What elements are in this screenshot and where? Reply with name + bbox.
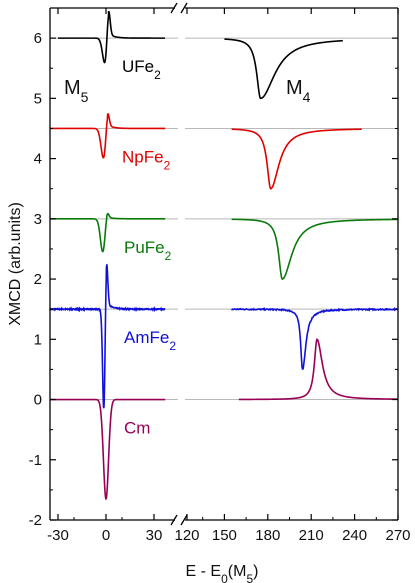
- x-tick-label: 270: [385, 527, 410, 544]
- axis-break-mark: [180, 514, 188, 526]
- labels-layer: UFe2 NpFe2 PuFe2 AmFe2 Cm -2 -1 0 1 2 3 4 5 6 -30 0 30 12…: [7, 30, 411, 583]
- x-axis-title: E - E0(M5): [186, 563, 259, 583]
- y-tick-label: 4: [34, 151, 42, 168]
- series-AmFe2-m4-line: [230, 306, 398, 370]
- series-NpFe2-m4-line: [231, 128, 362, 190]
- series-layer: [49, 10, 398, 501]
- x-tick-label: 0: [102, 527, 110, 544]
- x-tick-label: -30: [47, 527, 69, 544]
- y-axis-title: XMCD (arb.units): [7, 202, 24, 326]
- series-Cm-m5-line: [50, 398, 166, 501]
- y-tick-label: -1: [29, 452, 42, 469]
- series-UFe2-m5-line: [58, 10, 166, 64]
- series-NpFe2-m5-line: [50, 113, 166, 159]
- x-tick-label: 180: [255, 527, 280, 544]
- y-tick-label: 5: [34, 90, 42, 107]
- axis-break-mark: [170, 514, 178, 526]
- x-tick-label: 30: [146, 527, 163, 544]
- y-tick-label: -2: [29, 512, 42, 529]
- y-tick-label: 3: [34, 211, 42, 228]
- series-label-NpFe2: NpFe2: [122, 147, 171, 172]
- series-label-UFe2: UFe2: [122, 57, 161, 82]
- edge-label-M5: M5: [64, 77, 89, 105]
- y-tick-label: 1: [34, 331, 42, 348]
- x-tick-label: 240: [342, 527, 367, 544]
- y-tick-label: 2: [34, 271, 42, 288]
- series-Cm-m4-line: [238, 338, 398, 401]
- y-tick-label: 6: [34, 30, 42, 47]
- x-tick-label: 150: [212, 527, 237, 544]
- series-AmFe2-m5-line: [49, 263, 166, 409]
- axis-break-mark: [180, 2, 188, 14]
- series-UFe2-m4-line: [224, 38, 343, 100]
- series-label-Cm: Cm: [124, 419, 150, 438]
- x-tick-label: 210: [299, 527, 324, 544]
- axis-break-mark: [170, 2, 178, 14]
- series-PuFe2-m4-line: [231, 218, 398, 280]
- axes-layer: [49, 2, 399, 526]
- x-tick-label: 120: [174, 527, 199, 544]
- y-tick-label: 0: [34, 392, 42, 409]
- series-label-PuFe2: PuFe2: [124, 238, 172, 263]
- series-PuFe2-m5-line: [50, 212, 166, 253]
- edge-label-M4: M4: [286, 77, 311, 105]
- series-label-AmFe2: AmFe2: [124, 328, 176, 353]
